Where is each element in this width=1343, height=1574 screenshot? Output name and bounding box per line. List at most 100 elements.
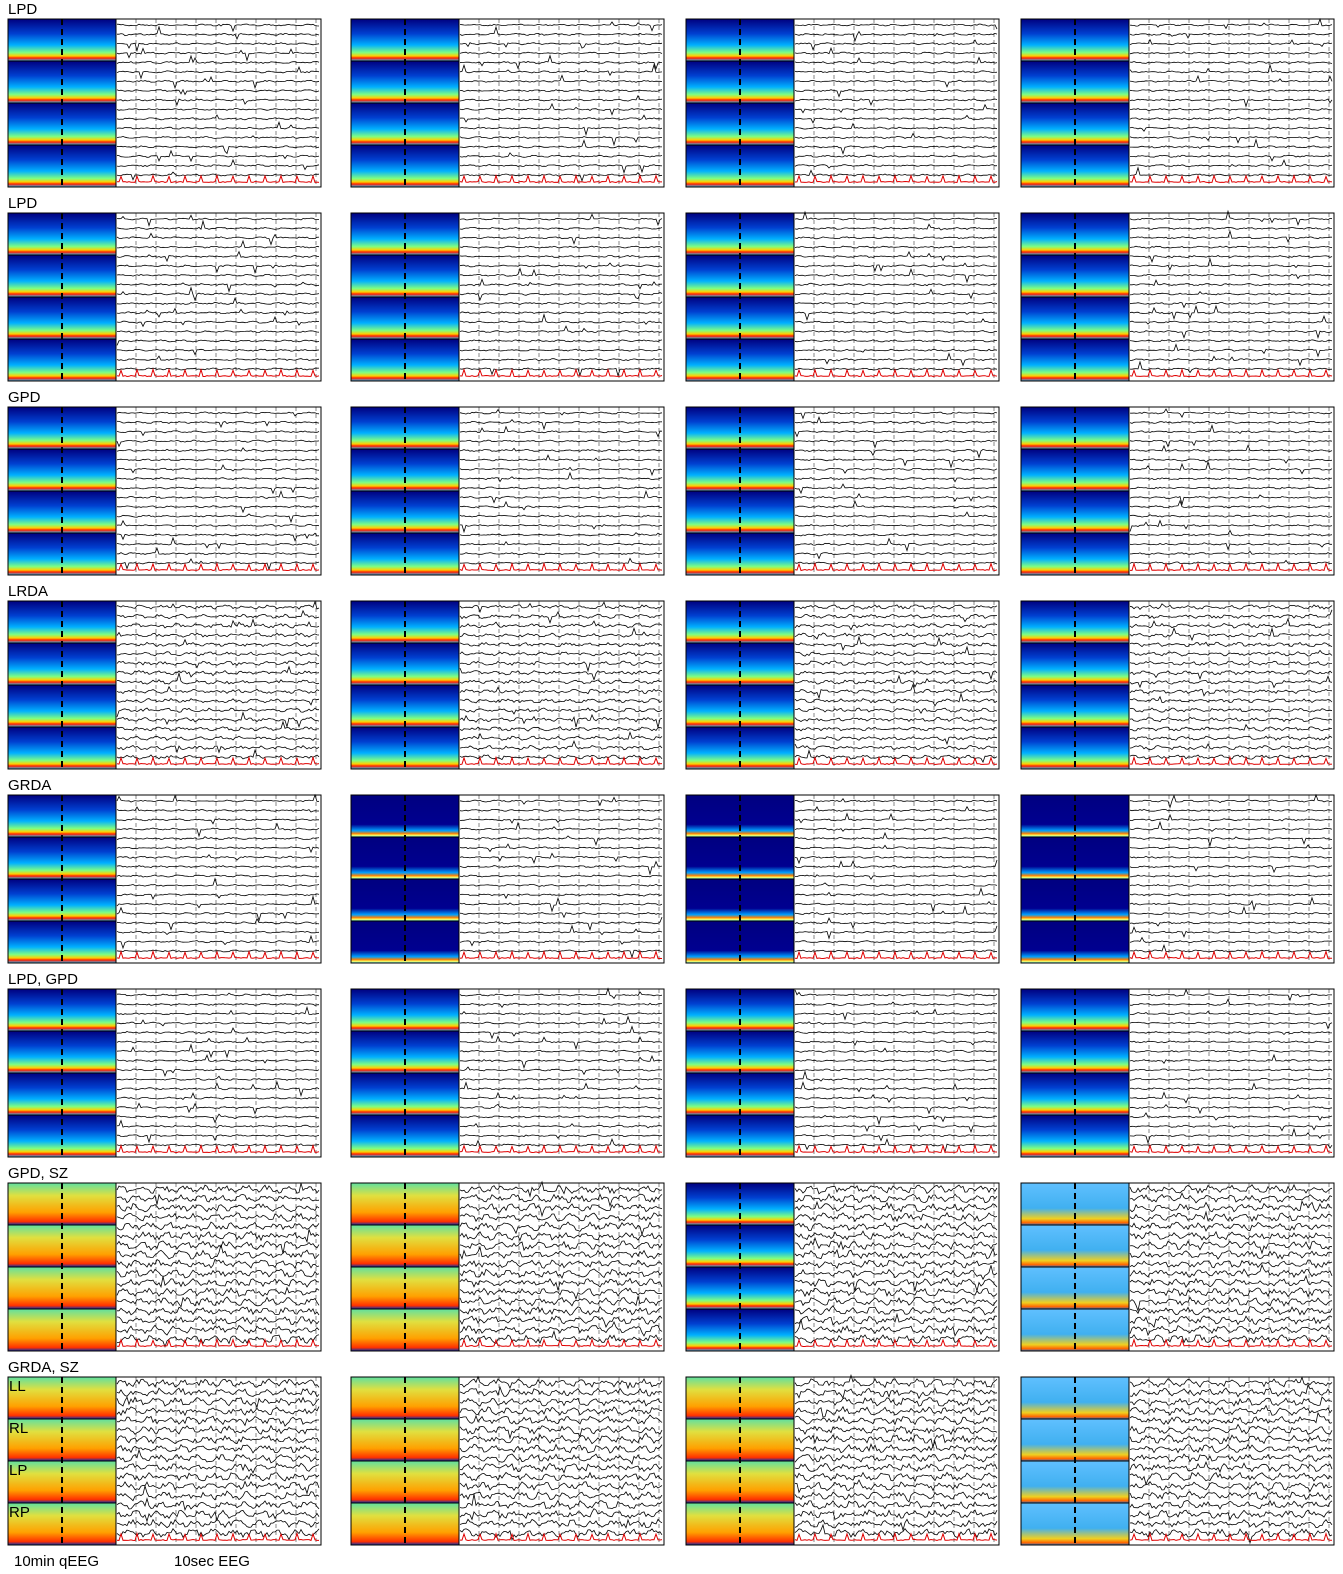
eeg-trace bbox=[1130, 708, 1332, 712]
eeg-trace bbox=[1130, 884, 1332, 886]
eeg-trace bbox=[117, 919, 319, 930]
eeg-trace bbox=[1130, 33, 1332, 38]
eeg-trace bbox=[795, 1435, 997, 1448]
eeg-trace bbox=[117, 633, 319, 638]
eeg-trace bbox=[795, 146, 997, 154]
eeg-trace bbox=[117, 620, 319, 628]
eeg-trace bbox=[460, 227, 662, 229]
ekg-trace bbox=[795, 758, 997, 765]
eeg-trace bbox=[1130, 1069, 1332, 1071]
eeg-trace bbox=[1130, 521, 1332, 532]
panel bbox=[8, 795, 321, 963]
eeg-trace bbox=[117, 1038, 319, 1043]
eeg-trace bbox=[795, 906, 997, 914]
eeg-trace bbox=[795, 553, 997, 559]
eeg-trace bbox=[460, 1454, 662, 1464]
eeg-trace bbox=[795, 1072, 997, 1081]
eeg-trace bbox=[795, 1135, 997, 1141]
eeg-trace bbox=[1130, 487, 1332, 489]
eeg-trace bbox=[460, 917, 662, 930]
eeg-trace bbox=[460, 553, 662, 555]
eeg-trace bbox=[795, 926, 997, 939]
eeg-trace bbox=[460, 1316, 662, 1327]
eeg-trace bbox=[795, 90, 997, 97]
eeg-trace bbox=[117, 936, 319, 948]
eeg-trace bbox=[1130, 999, 1332, 1005]
eeg-trace bbox=[1130, 302, 1332, 307]
eeg-trace bbox=[795, 105, 997, 113]
eeg-trace bbox=[117, 27, 319, 39]
eeg-trace bbox=[795, 744, 997, 750]
eeg-trace bbox=[460, 90, 662, 92]
panel bbox=[686, 1375, 999, 1545]
eeg-trace bbox=[1130, 837, 1332, 846]
eeg-trace bbox=[1130, 1144, 1332, 1148]
eeg-trace bbox=[1130, 356, 1332, 365]
eeg-trace bbox=[1130, 137, 1332, 143]
eeg-trace bbox=[460, 448, 662, 451]
eeg-trace bbox=[460, 1322, 662, 1336]
eeg-trace bbox=[795, 1095, 997, 1102]
eeg-trace bbox=[460, 1194, 662, 1206]
eeg-trace bbox=[460, 1241, 662, 1250]
eeg-trace bbox=[460, 491, 662, 502]
eeg-trace bbox=[795, 1116, 997, 1124]
row-label: GPD bbox=[8, 389, 41, 406]
eeg-trace bbox=[1130, 560, 1332, 564]
eeg-trace bbox=[117, 1436, 319, 1444]
eeg-trace bbox=[1130, 1425, 1332, 1435]
eeg-trace bbox=[1130, 127, 1332, 131]
eeg-trace bbox=[795, 1306, 997, 1315]
eeg-trace bbox=[795, 237, 997, 239]
eeg-trace bbox=[460, 1027, 662, 1039]
eeg-trace bbox=[460, 279, 662, 288]
eeg-trace bbox=[795, 468, 997, 473]
eeg-trace bbox=[460, 1116, 662, 1118]
row-label: GRDA bbox=[8, 777, 51, 794]
eeg-trace bbox=[117, 908, 319, 921]
eeg-trace bbox=[460, 875, 662, 877]
eeg-trace bbox=[1130, 1520, 1332, 1528]
eeg-trace bbox=[795, 431, 997, 437]
eeg-trace bbox=[117, 1135, 319, 1142]
eeg-trace bbox=[117, 90, 319, 95]
eeg-trace bbox=[1130, 755, 1332, 759]
eeg-trace bbox=[117, 538, 319, 548]
eeg-trace bbox=[460, 862, 662, 875]
eeg-trace bbox=[795, 252, 997, 260]
eeg-trace bbox=[117, 459, 319, 461]
eeg-trace bbox=[117, 1204, 319, 1212]
eeg-trace bbox=[117, 282, 319, 291]
eeg-trace bbox=[117, 837, 319, 840]
eeg-trace bbox=[1130, 604, 1332, 610]
eeg-trace bbox=[1130, 1297, 1332, 1310]
eeg-trace bbox=[460, 741, 662, 750]
eeg-trace bbox=[795, 1297, 997, 1305]
eeg-trace bbox=[460, 269, 662, 277]
eeg-trace bbox=[1130, 689, 1332, 696]
eeg-trace bbox=[795, 1249, 997, 1259]
eeg-trace bbox=[117, 115, 319, 120]
eeg-trace bbox=[460, 1247, 662, 1258]
eeg-trace bbox=[460, 43, 662, 48]
eeg-trace bbox=[117, 687, 319, 694]
eeg-trace bbox=[460, 853, 662, 862]
eeg-trace bbox=[117, 1076, 319, 1080]
eeg-trace bbox=[795, 478, 997, 482]
panel bbox=[1021, 19, 1334, 187]
eeg-trace bbox=[795, 1185, 997, 1194]
eeg-trace bbox=[117, 699, 319, 705]
eeg-trace bbox=[460, 1036, 662, 1049]
eeg-trace bbox=[460, 1473, 662, 1481]
eeg-trace bbox=[117, 1241, 319, 1254]
eeg-trace bbox=[1130, 256, 1332, 262]
panel bbox=[351, 1182, 664, 1351]
eeg-trace bbox=[1130, 795, 1332, 807]
eeg-trace bbox=[795, 1009, 997, 1019]
eeg-trace bbox=[460, 680, 662, 684]
panel bbox=[686, 989, 999, 1157]
eeg-trace bbox=[117, 950, 319, 952]
eeg-trace bbox=[1130, 1222, 1332, 1231]
eeg-trace bbox=[795, 799, 997, 802]
eeg-trace bbox=[460, 1288, 662, 1299]
